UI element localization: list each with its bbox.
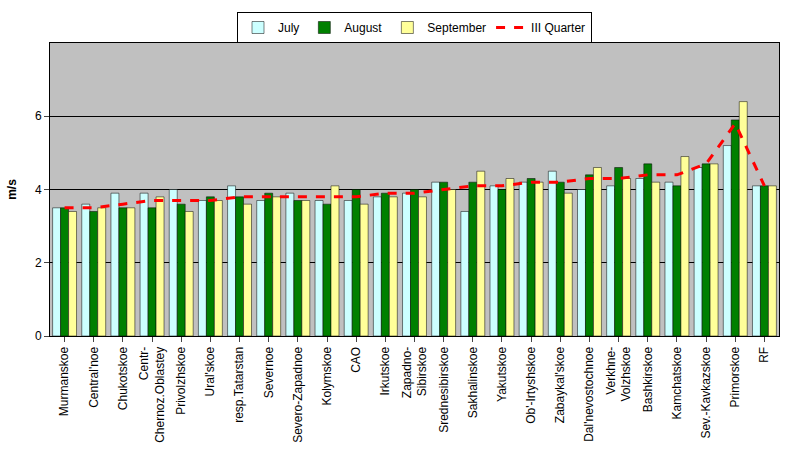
svg-text:Sev.-Kavkazskoe: Sev.-Kavkazskoe: [699, 346, 713, 438]
svg-text:Yakutskoe: Yakutskoe: [495, 346, 509, 401]
svg-text:September: September: [427, 21, 486, 35]
svg-text:July: July: [278, 21, 299, 35]
svg-text:m/s: m/s: [5, 179, 19, 200]
svg-text:Dal'nevostochnoe: Dal'nevostochnoe: [582, 346, 596, 441]
svg-text:2: 2: [35, 256, 42, 270]
svg-text:Chukotskoe: Chukotskoe: [116, 346, 130, 410]
svg-text:Verkhne-Volzhskoe: Verkhne-Volzhskoe: [604, 346, 634, 401]
svg-text:Ural'skoe: Ural'skoe: [203, 346, 217, 396]
svg-text:Irkutskoe: Irkutskoe: [378, 346, 392, 395]
svg-text:III Quarter: III Quarter: [531, 21, 585, 35]
svg-text:Severo-Zapadnoe: Severo-Zapadnoe: [291, 346, 305, 442]
svg-text:Srednesibirskoe: Srednesibirskoe: [437, 346, 451, 432]
svg-text:4: 4: [35, 183, 42, 197]
svg-text:0: 0: [35, 329, 42, 343]
svg-text:6: 6: [35, 109, 42, 123]
svg-text:Sakhalinskoe: Sakhalinskoe: [466, 346, 480, 418]
svg-text:Murmanskoe: Murmanskoe: [57, 346, 71, 416]
svg-text:August: August: [344, 21, 382, 35]
svg-text:Ob'-Irtyshskoe: Ob'-Irtyshskoe: [524, 346, 538, 423]
svg-text:Kamchatskoe: Kamchatskoe: [670, 346, 684, 419]
svg-text:Kolymskoe: Kolymskoe: [320, 346, 334, 405]
svg-text:Primorskoe: Primorskoe: [728, 346, 742, 407]
svg-text:Bashkirskoe: Bashkirskoe: [641, 346, 655, 412]
svg-text:Zabaykal'skoe: Zabaykal'skoe: [553, 346, 567, 423]
svg-text:Severnoe: Severnoe: [262, 346, 276, 398]
svg-text:Privolzhskoe: Privolzhskoe: [174, 346, 188, 414]
svg-text:Central'noe: Central'noe: [87, 346, 101, 407]
svg-text:CAO: CAO: [349, 347, 363, 373]
svg-text:RF: RF: [757, 347, 771, 363]
svg-text:Centr-Chernoz.Oblastey: Centr-Chernoz.Oblastey: [137, 347, 167, 443]
svg-text:Zapadno-Sibirskoe: Zapadno-Sibirskoe: [400, 346, 430, 398]
svg-text:resp.Tatarstan: resp.Tatarstan: [232, 347, 246, 423]
